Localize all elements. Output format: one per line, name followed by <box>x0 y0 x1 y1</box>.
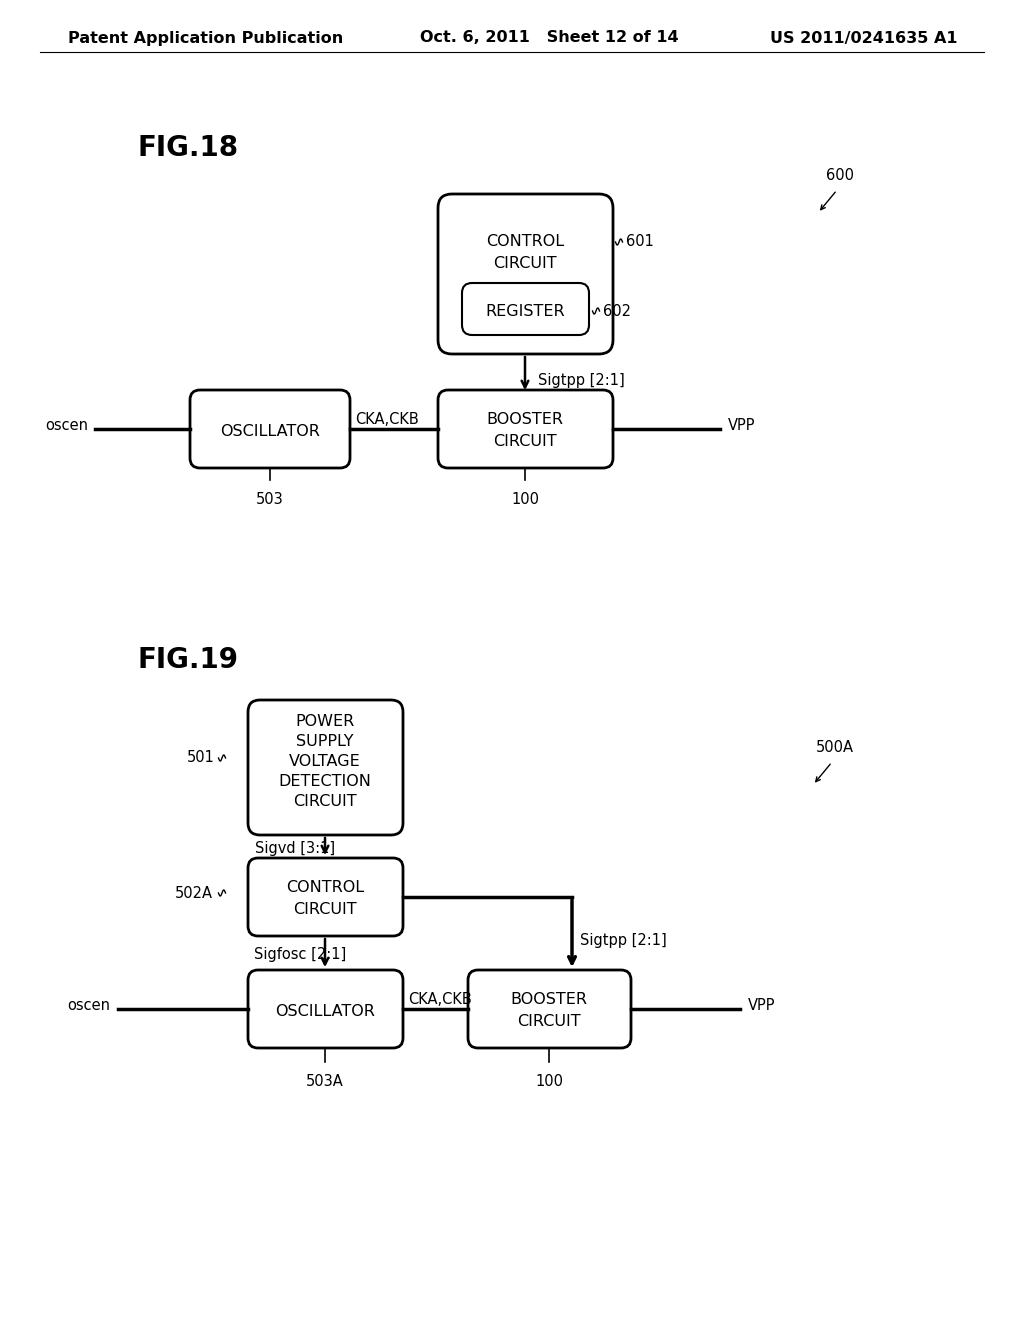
FancyBboxPatch shape <box>438 194 613 354</box>
Text: 100: 100 <box>511 492 539 507</box>
Text: VPP: VPP <box>728 417 756 433</box>
Text: 500A: 500A <box>816 741 854 755</box>
Text: CIRCUIT: CIRCUIT <box>293 902 356 916</box>
Text: POWER: POWER <box>295 714 354 729</box>
Text: OSCILLATOR: OSCILLATOR <box>220 425 319 440</box>
Text: SUPPLY: SUPPLY <box>296 734 353 748</box>
Text: 502A: 502A <box>175 886 213 900</box>
Text: Oct. 6, 2011   Sheet 12 of 14: Oct. 6, 2011 Sheet 12 of 14 <box>420 30 679 45</box>
Text: CONTROL: CONTROL <box>286 879 365 895</box>
Text: DETECTION: DETECTION <box>279 774 372 788</box>
Text: REGISTER: REGISTER <box>485 304 565 318</box>
Text: CIRCUIT: CIRCUIT <box>494 433 557 449</box>
Text: VPP: VPP <box>748 998 775 1012</box>
FancyBboxPatch shape <box>438 389 613 469</box>
Text: oscen: oscen <box>45 417 88 433</box>
Text: Sigvd [3:1]: Sigvd [3:1] <box>255 842 335 857</box>
Text: CIRCUIT: CIRCUIT <box>517 1014 581 1028</box>
FancyBboxPatch shape <box>248 700 403 836</box>
Text: 601: 601 <box>626 235 654 249</box>
Text: CIRCUIT: CIRCUIT <box>494 256 557 272</box>
Text: 503A: 503A <box>306 1074 344 1089</box>
FancyBboxPatch shape <box>462 282 589 335</box>
Text: 600: 600 <box>826 168 854 182</box>
Text: US 2011/0241635 A1: US 2011/0241635 A1 <box>770 30 958 45</box>
Text: Patent Application Publication: Patent Application Publication <box>68 30 343 45</box>
FancyBboxPatch shape <box>468 970 631 1048</box>
Text: CKA,CKB: CKA,CKB <box>355 412 419 428</box>
Text: CIRCUIT: CIRCUIT <box>293 793 356 808</box>
Text: 602: 602 <box>603 304 631 318</box>
Text: oscen: oscen <box>67 998 110 1012</box>
Text: 501: 501 <box>187 751 215 766</box>
Text: Sigfosc [2:1]: Sigfosc [2:1] <box>254 948 346 962</box>
Text: OSCILLATOR: OSCILLATOR <box>275 1005 375 1019</box>
Text: CKA,CKB: CKA,CKB <box>408 993 472 1007</box>
Text: BOOSTER: BOOSTER <box>486 412 563 426</box>
Text: 503: 503 <box>256 492 284 507</box>
FancyBboxPatch shape <box>248 970 403 1048</box>
FancyBboxPatch shape <box>190 389 350 469</box>
FancyBboxPatch shape <box>248 858 403 936</box>
Text: FIG.18: FIG.18 <box>138 135 240 162</box>
Text: Sigtpp [2:1]: Sigtpp [2:1] <box>538 374 625 388</box>
Text: CONTROL: CONTROL <box>486 235 564 249</box>
Text: BOOSTER: BOOSTER <box>511 991 588 1006</box>
Text: FIG.19: FIG.19 <box>138 645 239 675</box>
Text: 100: 100 <box>535 1074 563 1089</box>
Text: Sigtpp [2:1]: Sigtpp [2:1] <box>580 932 667 948</box>
Text: VOLTAGE: VOLTAGE <box>289 754 360 768</box>
